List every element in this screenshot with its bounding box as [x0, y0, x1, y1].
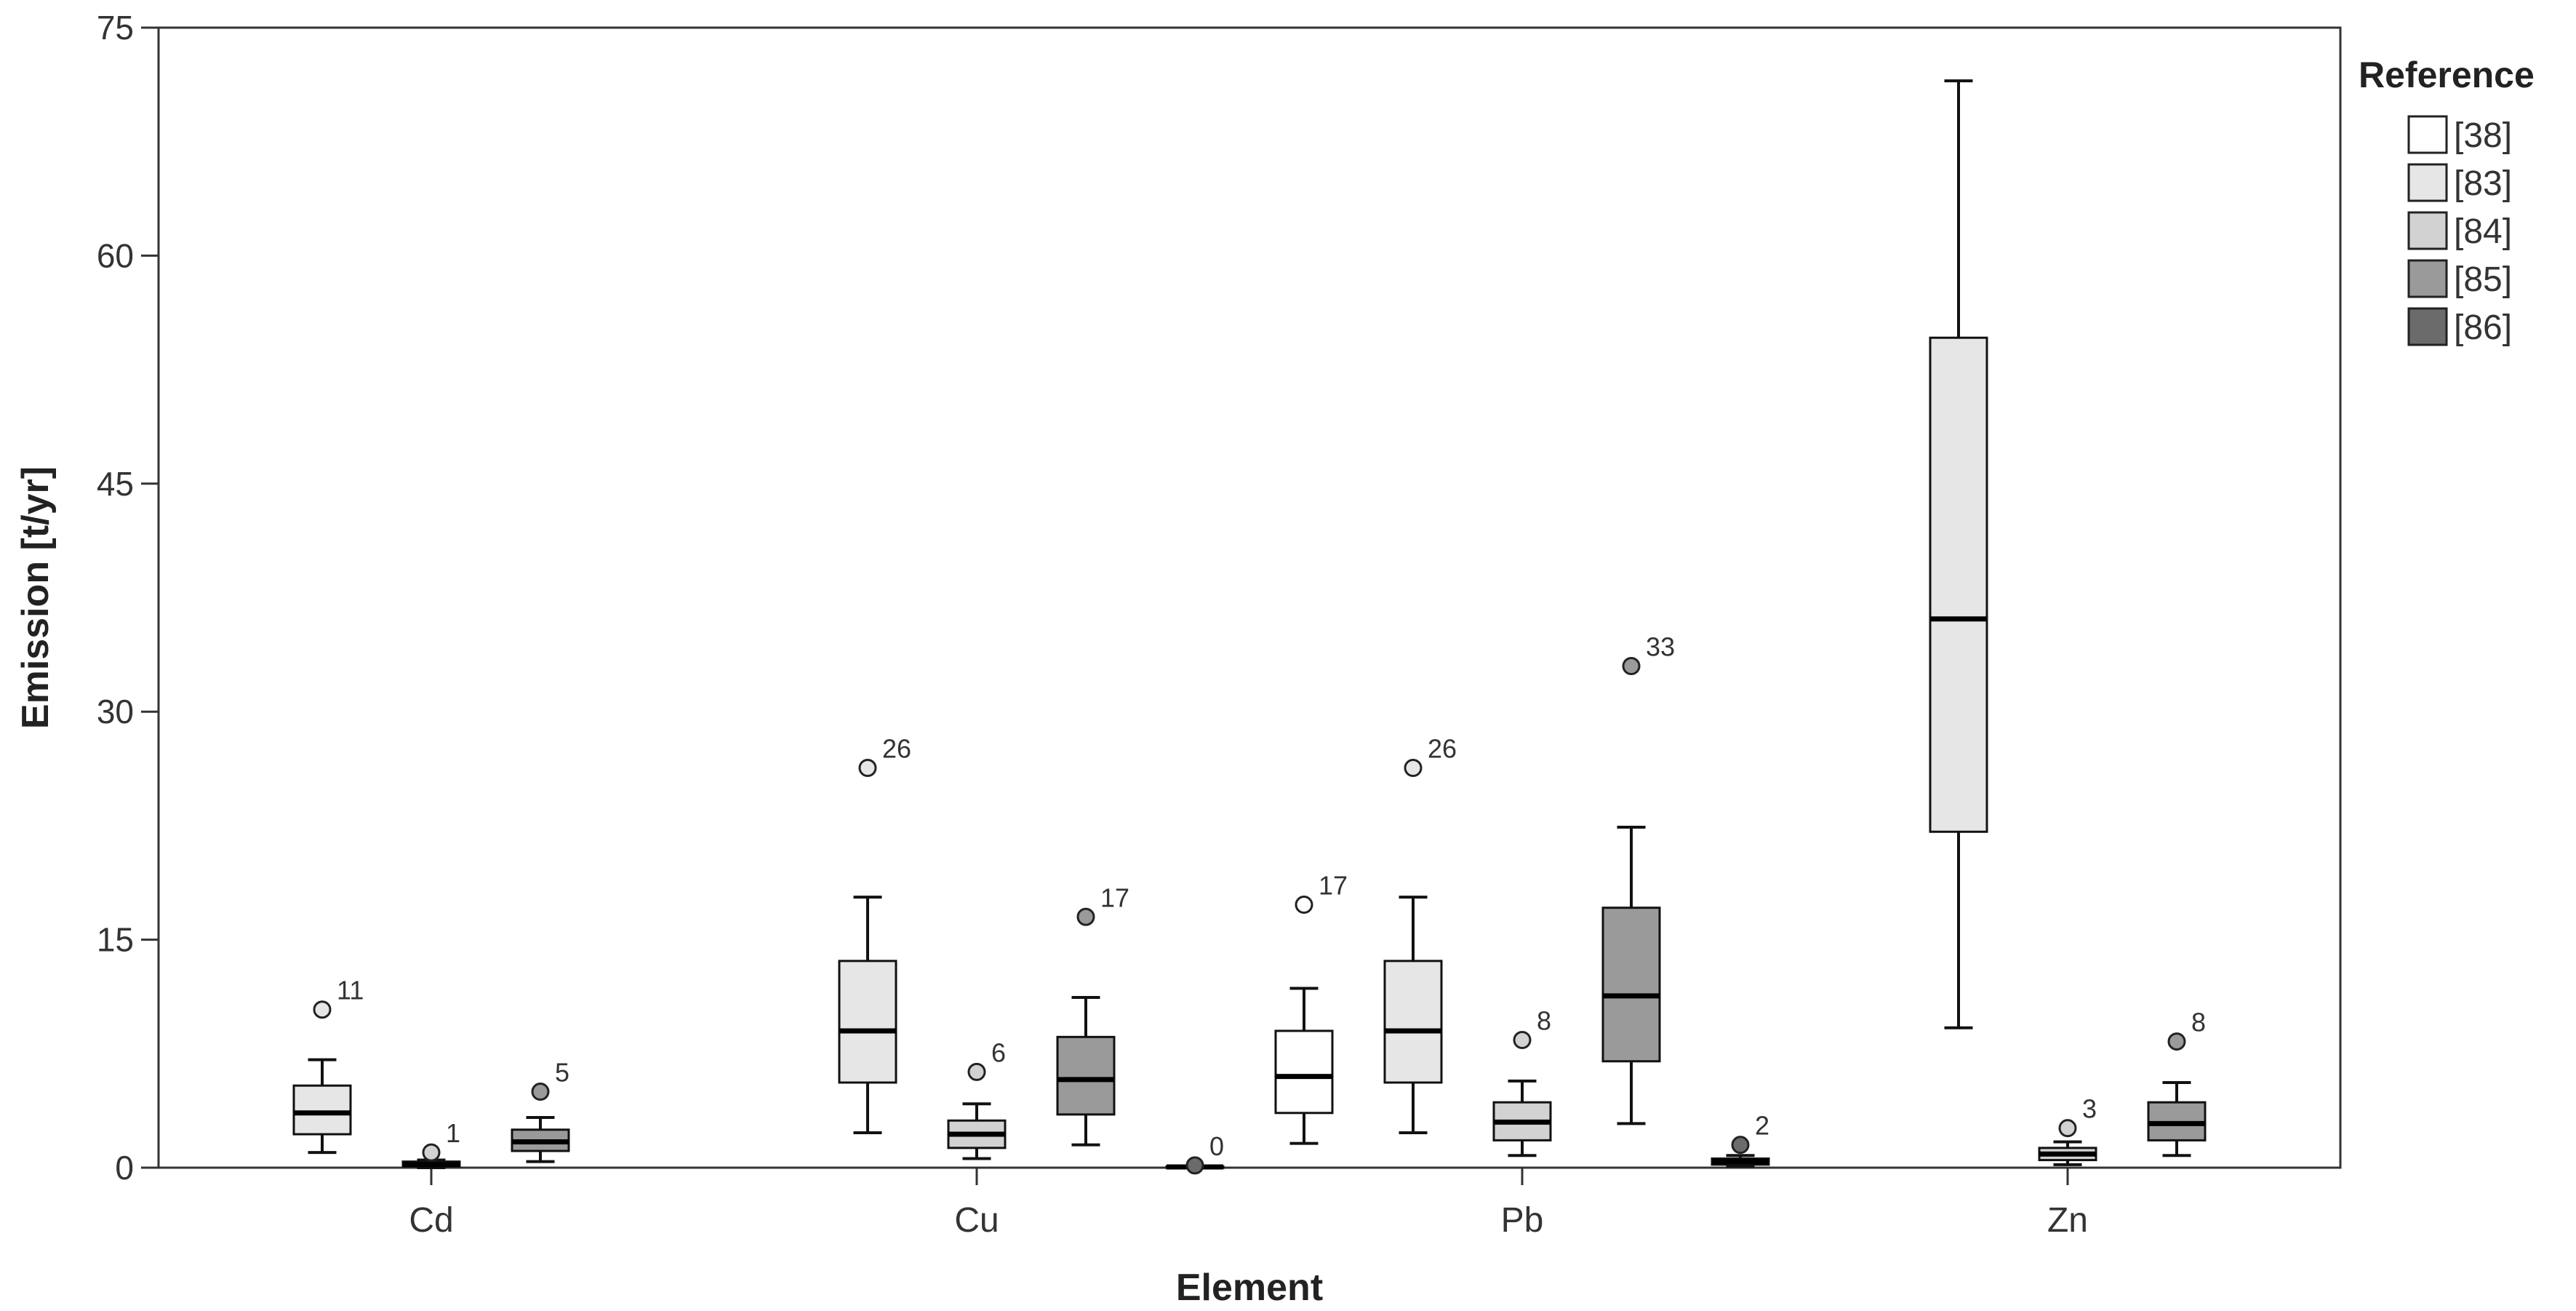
outlier-point	[1295, 896, 1313, 914]
box-Pb-83: 26	[1383, 734, 1457, 1134]
outlier-point	[2167, 1032, 2186, 1051]
outlier-point	[1731, 1136, 1750, 1155]
outlier-label: 8	[2191, 1008, 2206, 1037]
box-body	[292, 1084, 352, 1136]
outlier-label: 26	[882, 734, 911, 764]
y-axis-title: Emission [t/yr]	[15, 466, 57, 729]
box-Cu-84: 6	[947, 1037, 1007, 1160]
legend-swatch	[2407, 307, 2448, 346]
outlier-label: 6	[991, 1037, 1006, 1067]
legend-label: [83]	[2454, 164, 2512, 203]
x-axis: Cd Cu Pb Zn	[409, 1168, 2088, 1240]
box-Cd-83: 11	[292, 976, 364, 1155]
x-tick-label: Cu	[954, 1201, 999, 1240]
legend-label: [38]	[2454, 116, 2512, 155]
outlier-point	[422, 1143, 441, 1162]
outlier-point	[531, 1083, 550, 1101]
y-tick-label: 45	[97, 465, 134, 503]
outlier-label: 17	[1319, 871, 1348, 901]
box-body	[1929, 336, 1988, 833]
y-tick-label: 15	[97, 921, 134, 959]
legend-title: Reference	[2359, 55, 2535, 95]
outlier-label: 3	[2082, 1094, 2097, 1124]
outlier-label: 26	[1428, 734, 1457, 764]
legend: Reference [38] [83] [84] [85] [86]	[2359, 55, 2535, 347]
box-Zn-84: 3	[2038, 1094, 2097, 1166]
legend-swatch	[2407, 115, 2448, 154]
box-Cu-86: 0	[1165, 1131, 1225, 1175]
outlier-label: 33	[1646, 632, 1675, 662]
y-tick-label: 75	[97, 9, 134, 47]
outlier-point	[1622, 657, 1641, 676]
outlier-label: 2	[1755, 1111, 1769, 1141]
x-tick-label: Zn	[2047, 1201, 2088, 1240]
outlier-label: 0	[1209, 1131, 1224, 1161]
outlier-point	[858, 759, 877, 778]
box-body	[1383, 960, 1443, 1084]
outlier-label: 8	[1537, 1005, 1551, 1035]
box-body	[1274, 1029, 1334, 1115]
legend-label: [86]	[2454, 308, 2512, 347]
box-Cd-85: 5	[511, 1058, 570, 1163]
legend-swatch	[2407, 163, 2448, 202]
box-Cd-84: 1	[401, 1118, 461, 1169]
outlier-label: 17	[1100, 882, 1129, 912]
y-axis: 0 15 30 45 60 75	[97, 9, 159, 1187]
box-Zn-85: 8	[2147, 1008, 2207, 1157]
y-tick-label: 30	[97, 693, 134, 730]
legend-swatch	[2407, 211, 2448, 250]
outlier-label: 11	[337, 976, 364, 1005]
box-body	[1601, 906, 1661, 1063]
outlier-point	[967, 1062, 986, 1081]
box-body	[838, 960, 897, 1084]
outlier-point	[2058, 1119, 2077, 1138]
box-Pb-38: 17	[1274, 871, 1348, 1145]
outlier-point	[1404, 759, 1423, 778]
box-Cu-85: 17	[1056, 882, 1129, 1147]
outlier-point	[1185, 1156, 1204, 1175]
y-tick-label: 0	[115, 1149, 134, 1187]
box-Pb-86: 2	[1711, 1111, 1770, 1168]
legend-label: [84]	[2454, 212, 2512, 251]
outlier-point	[313, 1000, 332, 1019]
outlier-point	[1513, 1030, 1532, 1049]
legend-swatch	[2407, 259, 2448, 298]
box-Pb-85: 33	[1601, 632, 1675, 1125]
x-axis-title: Element	[1176, 1267, 1323, 1309]
plot-area	[157, 26, 2342, 1169]
outlier-point	[1076, 907, 1095, 926]
boxes-layer: 17 11 26 26 1 6 8 3 5 17 33 8 0 2	[292, 79, 2207, 1175]
outlier-label: 5	[555, 1058, 569, 1088]
box-Cu-83: 26	[838, 734, 911, 1134]
x-tick-label: Pb	[1501, 1201, 1544, 1240]
y-tick-label: 60	[97, 236, 134, 274]
box-body	[1056, 1035, 1116, 1116]
box-Pb-84: 8	[1492, 1005, 1552, 1157]
outlier-label: 1	[446, 1118, 460, 1148]
box-Zn-83	[1929, 79, 1988, 1029]
x-tick-label: Cd	[409, 1201, 453, 1240]
legend-label: [85]	[2454, 260, 2512, 299]
